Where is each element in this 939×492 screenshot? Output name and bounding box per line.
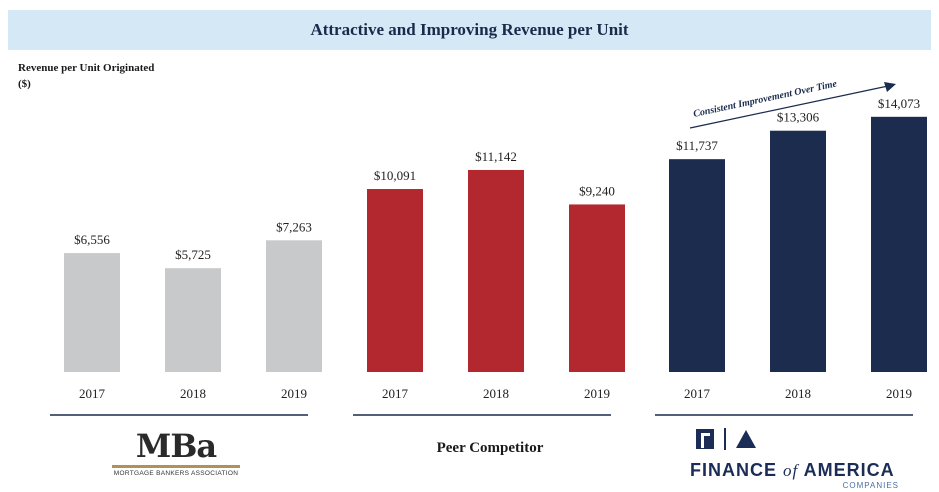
- foa-f-icon: [696, 429, 714, 449]
- bar-2-0: [669, 159, 725, 372]
- mba-logo-subtitle: MORTGAGE BANKERS ASSOCIATION: [113, 470, 239, 477]
- bar-0-0: [64, 253, 120, 372]
- value-label-2-0: $11,737: [676, 138, 718, 153]
- chart-title: Attractive and Improving Revenue per Uni…: [8, 10, 931, 50]
- mba-logo-word: MBa: [135, 427, 217, 465]
- category-label-2-1: 2018: [785, 386, 811, 401]
- bar-1-1: [468, 169, 524, 372]
- foa-a-icon: [736, 430, 756, 448]
- mba-logo: MBa MORTGAGE BANKERS ASSOCIATION: [106, 428, 246, 477]
- foa-logo-subtitle: COMPANIES: [842, 481, 899, 490]
- y-axis-label: Revenue per Unit Originated ($): [18, 60, 154, 92]
- value-label-0-2: $7,263: [276, 219, 312, 234]
- category-label-1-0: 2017: [382, 386, 409, 401]
- y-axis-label-line-2: ($): [18, 78, 31, 90]
- category-label-0-2: 2019: [281, 386, 307, 401]
- value-label-1-2: $9,240: [579, 183, 615, 198]
- foa-divider: [724, 428, 726, 450]
- foa-name-of: of: [783, 461, 799, 480]
- peer-competitor-label: Peer Competitor: [436, 440, 544, 456]
- foa-logo-icons: [696, 426, 905, 452]
- category-label-0-0: 2017: [79, 386, 106, 401]
- value-label-1-0: $10,091: [374, 168, 416, 183]
- bar-1-0: [367, 189, 423, 372]
- value-label-2-2: $14,073: [878, 96, 920, 111]
- category-label-2-0: 2017: [684, 386, 711, 401]
- bar-0-2: [266, 240, 322, 372]
- bar-2-1: [770, 130, 826, 372]
- value-label-0-0: $6,556: [74, 232, 110, 247]
- foa-name-part1: FINANCE: [690, 460, 777, 480]
- foa-logo-name: FINANCE of AMERICA: [690, 460, 905, 481]
- category-label-1-2: 2019: [584, 386, 610, 401]
- category-label-2-2: 2019: [886, 386, 912, 401]
- value-label-2-1: $13,306: [777, 110, 820, 125]
- foa-name-part2: AMERICA: [803, 460, 895, 480]
- bar-0-1: [165, 268, 221, 372]
- trend-arrow-head: [884, 82, 896, 92]
- y-axis-label-line-1: Revenue per Unit Originated: [18, 62, 155, 74]
- category-label-0-1: 2018: [180, 386, 206, 401]
- value-label-0-1: $5,725: [175, 247, 211, 262]
- bar-1-2: [569, 204, 625, 372]
- trend-arrow-line: [689, 85, 889, 129]
- value-label-1-1: $11,142: [475, 149, 517, 164]
- finance-of-america-logo: FINANCE of AMERICA COMPANIES: [690, 426, 905, 490]
- bar-2-2: [871, 116, 927, 372]
- mba-logo-rule: [112, 465, 240, 468]
- category-label-1-1: 2018: [483, 386, 509, 401]
